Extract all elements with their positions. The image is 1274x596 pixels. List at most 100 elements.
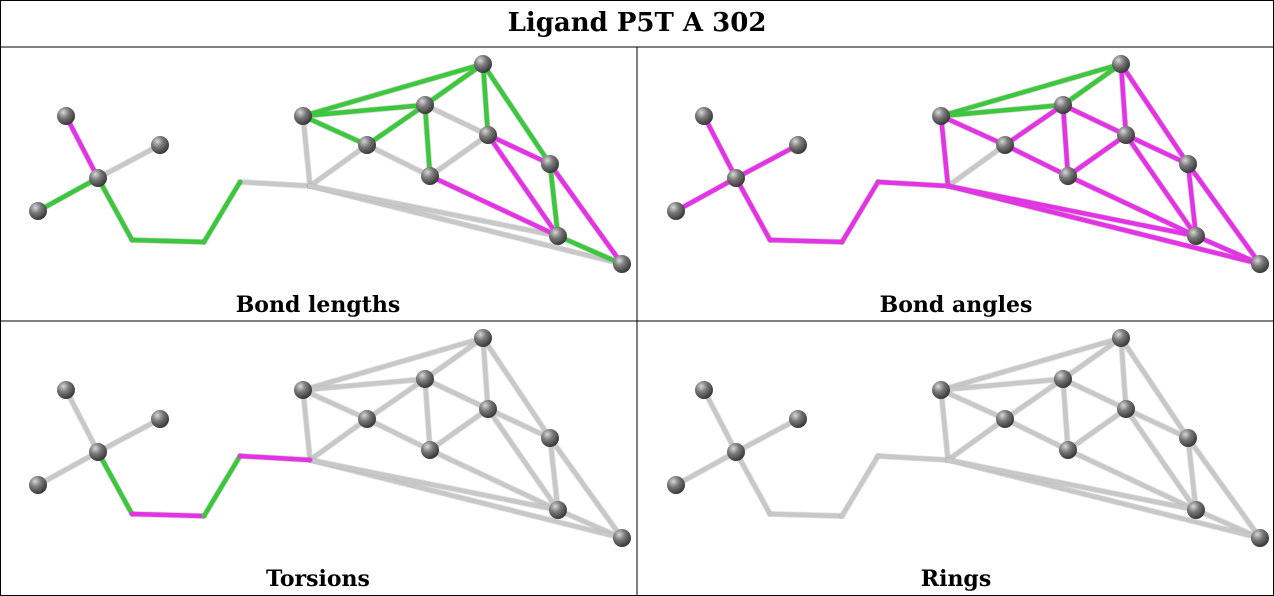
bond-c1-r1 — [938, 387, 951, 463]
bond-a3-a4 — [673, 449, 739, 488]
atom-r1 — [932, 107, 950, 125]
bond-r6-r8 — [427, 173, 561, 239]
bond-a2-a4 — [95, 142, 163, 181]
bond-c1-r8 — [945, 457, 1199, 513]
bond-c1-r9 — [945, 183, 1263, 267]
bond-r3-r5 — [1060, 376, 1129, 412]
bond-r6-r8 — [427, 447, 561, 513]
bond-a4-b1 — [733, 175, 773, 243]
bond-r4-r7 — [480, 335, 553, 441]
atom-r1 — [932, 381, 950, 399]
bond-r3-r4 — [1060, 61, 1124, 108]
bond-b2-b3 — [839, 453, 881, 519]
bond-c1-r9 — [307, 183, 625, 267]
bond-r1-r4 — [938, 61, 1124, 119]
atom-r8 — [1187, 501, 1205, 519]
atom-r5 — [479, 400, 497, 418]
bond-a1-a4 — [701, 387, 739, 455]
bond-a4-b1 — [95, 175, 135, 243]
bond-r1-r2 — [938, 113, 1008, 148]
bond-r1-r4 — [938, 335, 1124, 393]
atom-r2 — [358, 136, 376, 154]
bond-r4-r5 — [480, 61, 491, 138]
bond-a1-a4 — [63, 387, 101, 455]
bond-r1-r3 — [938, 376, 1066, 393]
caption-bond-angles: Bond angles — [879, 292, 1033, 318]
panel-torsions: Torsions — [0, 322, 636, 596]
bond-r6-r8 — [1065, 447, 1199, 513]
atom-r8 — [549, 501, 567, 519]
bond-r3-r6 — [422, 376, 433, 453]
bond-r2-r6 — [364, 416, 433, 453]
atom-r6 — [1059, 167, 1077, 185]
atom-r2 — [996, 136, 1014, 154]
bond-a3-a4 — [35, 175, 101, 214]
atom-r9 — [613, 255, 631, 273]
bond-c1-r8 — [307, 457, 561, 513]
bond-r2-r3 — [1002, 376, 1066, 422]
bond-r1-r2 — [300, 387, 370, 422]
page-title: Ligand P5T A 302 — [507, 8, 767, 38]
bond-r3-r6 — [1060, 376, 1071, 453]
bond-r7-r8 — [547, 161, 561, 239]
atom-a4 — [89, 443, 107, 461]
atom-r4 — [474, 55, 492, 73]
molecule-torsions — [29, 329, 631, 547]
atom-a4 — [727, 443, 745, 461]
bond-b1-b2 — [129, 237, 207, 245]
bond-r1-r2 — [938, 387, 1008, 422]
atom-a1 — [695, 381, 713, 399]
bond-r2-c1 — [307, 142, 370, 189]
bond-c1-r1 — [938, 113, 951, 189]
atom-r4 — [1112, 55, 1130, 73]
bond-a1-a4 — [63, 113, 101, 181]
atom-r4 — [1112, 329, 1130, 347]
bond-a3-a4 — [673, 175, 739, 214]
bond-r6-r8 — [1065, 173, 1199, 239]
bond-r2-c1 — [945, 142, 1008, 189]
atom-a4 — [727, 169, 745, 187]
bond-r3-r4 — [422, 61, 486, 108]
bond-r2-r3 — [364, 102, 428, 148]
bond-r5-r6 — [427, 132, 491, 179]
atom-r9 — [1251, 529, 1269, 547]
bond-r1-r3 — [938, 102, 1066, 119]
atom-a3 — [667, 202, 685, 220]
caption-rings: Rings — [920, 566, 992, 592]
atom-r5 — [1117, 126, 1135, 144]
atom-r6 — [421, 441, 439, 459]
bond-r7-r9 — [547, 435, 625, 541]
bond-r2-c1 — [945, 416, 1008, 463]
bond-r5-r6 — [1065, 132, 1129, 179]
bond-r3-r4 — [422, 335, 486, 382]
bond-r2-r3 — [364, 376, 428, 422]
bond-r4-r7 — [1118, 335, 1191, 441]
atom-r3 — [416, 370, 434, 388]
panel-bond-angles: Bond angles — [638, 48, 1274, 322]
atom-a1 — [57, 107, 75, 125]
bond-r2-r3 — [1002, 102, 1066, 148]
bond-r5-r7 — [485, 132, 553, 167]
atom-r7 — [1179, 155, 1197, 173]
atom-r7 — [541, 155, 559, 173]
bond-b2-b3 — [201, 453, 243, 519]
atom-a2 — [789, 136, 807, 154]
bond-c1-r1 — [300, 113, 313, 189]
bond-r7-r9 — [547, 161, 625, 267]
atom-r5 — [1117, 400, 1135, 418]
bond-r1-r3 — [300, 102, 428, 119]
bond-r3-r4 — [1060, 335, 1124, 382]
bond-a2-a4 — [733, 416, 801, 455]
atom-r1 — [294, 381, 312, 399]
bond-r1-r4 — [300, 335, 486, 393]
bond-r2-c1 — [307, 416, 370, 463]
atom-r2 — [996, 410, 1014, 428]
bond-a3-a4 — [35, 449, 101, 488]
bond-r4-r5 — [1118, 61, 1129, 138]
bond-r5-r7 — [1123, 406, 1191, 441]
bond-b2-b3 — [201, 179, 243, 245]
bond-r2-r6 — [1002, 416, 1071, 453]
bond-r5-r6 — [1065, 406, 1129, 453]
bond-r2-r6 — [1002, 142, 1071, 179]
bond-r7-r8 — [1185, 435, 1199, 513]
